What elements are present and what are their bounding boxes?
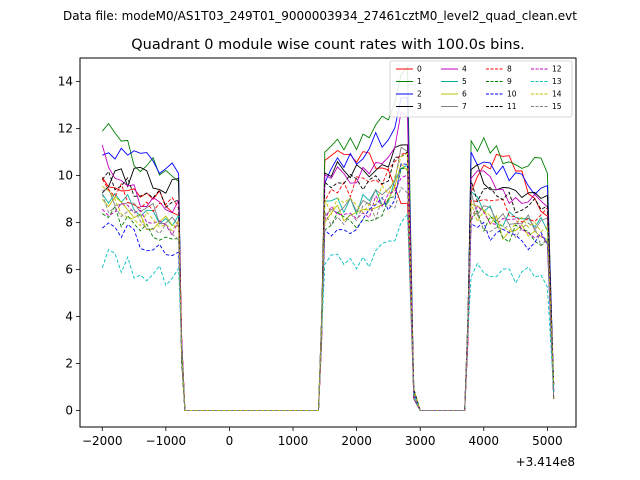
y-tick-label: 6 bbox=[65, 263, 73, 277]
y-tick-label: 4 bbox=[65, 310, 73, 324]
legend-label-5: 5 bbox=[462, 77, 467, 86]
legend-label-3: 3 bbox=[417, 102, 422, 111]
x-tick-label: 3000 bbox=[405, 434, 436, 448]
y-tick-label: 2 bbox=[65, 357, 73, 371]
x-tick-label: 0 bbox=[226, 434, 234, 448]
legend-label-4: 4 bbox=[462, 65, 467, 74]
legend-label-10: 10 bbox=[507, 90, 517, 99]
legend-label-12: 12 bbox=[552, 65, 562, 74]
x-tick-label: 1000 bbox=[278, 434, 309, 448]
x-tick-label: −1000 bbox=[146, 434, 187, 448]
legend-box bbox=[389, 60, 573, 118]
y-tick-label: 10 bbox=[58, 169, 73, 183]
legend-label-14: 14 bbox=[552, 90, 562, 99]
legend-label-11: 11 bbox=[507, 102, 517, 111]
legend-label-1: 1 bbox=[417, 77, 422, 86]
y-tick-label: 8 bbox=[65, 216, 73, 230]
axis-layer: −2000 −1000 0 1000 2000 3000 4000 5000024681012… bbox=[58, 75, 563, 448]
legend-label-15: 15 bbox=[552, 102, 562, 111]
chart-suptitle: Data file: modeM0/AS1T03_249T01_90000039… bbox=[63, 9, 577, 23]
x-tick-label: 2000 bbox=[341, 434, 372, 448]
x-tick-label: 4000 bbox=[469, 434, 500, 448]
series-line-14 bbox=[102, 152, 555, 411]
plot-area-frame bbox=[79, 57, 577, 428]
legend-label-8: 8 bbox=[507, 65, 512, 74]
series-line-11 bbox=[101, 151, 555, 411]
chart-title: Quadrant 0 module wise count rates with … bbox=[131, 37, 525, 53]
y-tick-label: 14 bbox=[58, 75, 73, 89]
legend-label-7: 7 bbox=[462, 102, 467, 111]
series-line-15 bbox=[101, 186, 555, 411]
series-layer bbox=[101, 66, 555, 411]
legend-label-13: 13 bbox=[552, 77, 562, 86]
legend-label-2: 2 bbox=[417, 90, 422, 99]
x-tick-label: −2000 bbox=[82, 434, 123, 448]
x-offset-label: +3.414e8 bbox=[516, 455, 575, 469]
legend-label-6: 6 bbox=[462, 90, 467, 99]
y-tick-label: 0 bbox=[65, 404, 73, 418]
legend-label-0: 0 bbox=[417, 65, 422, 74]
x-tick-label: 5000 bbox=[532, 434, 563, 448]
legend-label-9: 9 bbox=[507, 77, 512, 86]
y-tick-label: 12 bbox=[58, 122, 73, 136]
